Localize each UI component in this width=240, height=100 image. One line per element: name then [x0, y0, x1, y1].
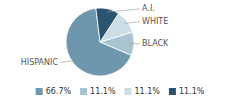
leader-line — [131, 43, 140, 44]
chart: HISPANIC BLACK WHITE A.I. 66.7% 11.1% 11.1% 11.… — [0, 0, 240, 100]
leader-line — [60, 60, 76, 62]
legend-swatch — [125, 88, 132, 95]
leader-line — [124, 22, 140, 24]
slice-labels: HISPANIC BLACK WHITE A.I. — [21, 4, 169, 67]
legend: 66.7% 11.1% 11.1% 11.1% — [36, 87, 205, 96]
slice-label: HISPANIC — [21, 58, 59, 67]
slice-label: WHITE — [142, 17, 168, 26]
legend-swatch — [80, 88, 87, 95]
slice-label: A.I. — [142, 4, 155, 13]
pie — [66, 8, 134, 76]
legend-label: 11.1% — [90, 87, 116, 96]
slice-label: BLACK — [142, 39, 169, 48]
leader-line — [107, 9, 140, 12]
legend-swatch — [36, 88, 43, 95]
pie-slice — [96, 8, 119, 42]
legend-label: 66.7% — [46, 87, 72, 96]
legend-label: 11.1% — [135, 87, 161, 96]
legend-swatch — [169, 88, 176, 95]
legend-label: 11.1% — [179, 87, 205, 96]
